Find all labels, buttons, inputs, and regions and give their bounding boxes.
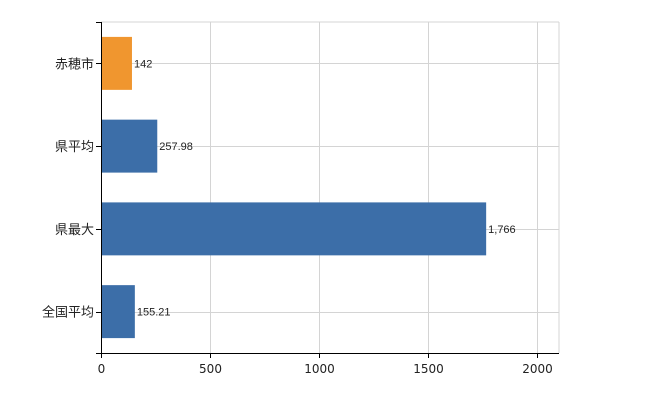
x-tick-label: 0 — [98, 362, 106, 376]
bar — [101, 202, 487, 256]
label-layer: 0 500 1000 1500 2000 142 赤穂市 257.98 県平均 1,766 県最大 1… — [42, 56, 553, 376]
bar-value-label: 155.21 — [137, 307, 171, 319]
bar-value-label: 257.98 — [159, 141, 193, 153]
bar — [101, 119, 158, 173]
y-category-label: 全国平均 — [42, 305, 94, 321]
x-tick-label: 1000 — [304, 362, 335, 376]
y-category-label: 県最大 — [55, 223, 94, 238]
axis-layer — [96, 22, 559, 358]
x-tick-label: 1500 — [413, 362, 444, 376]
y-category-label: 赤穂市 — [55, 56, 94, 72]
x-tick-label: 2000 — [522, 362, 553, 376]
bar — [101, 36, 132, 90]
x-tick-label: 500 — [199, 362, 222, 376]
bar-value-label: 142 — [134, 58, 152, 70]
bar-layer — [101, 36, 487, 339]
bar-value-label: 1,766 — [488, 224, 516, 236]
grid-layer — [101, 21, 560, 353]
y-category-label: 県平均 — [55, 140, 94, 155]
bar — [101, 285, 135, 339]
